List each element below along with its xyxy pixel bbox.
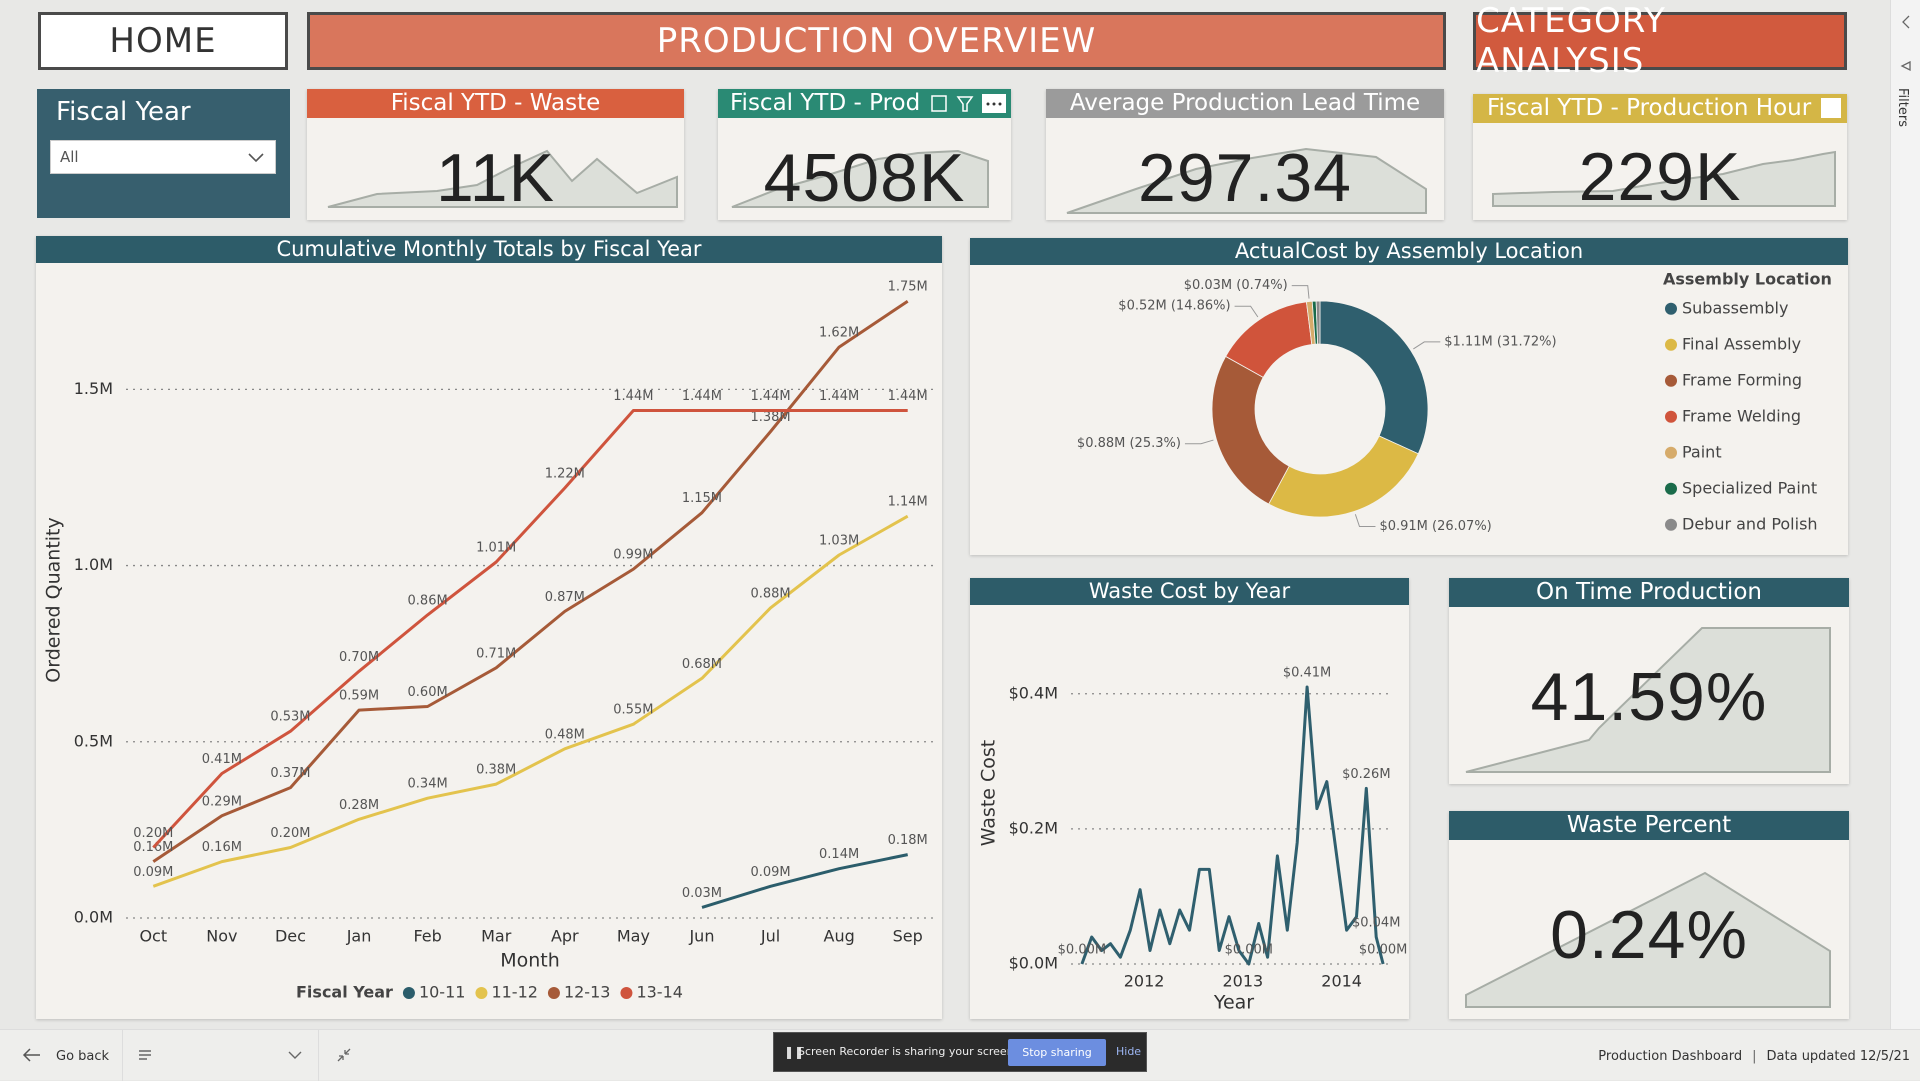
home-button[interactable]: HOME xyxy=(38,12,288,70)
slicer-dropdown[interactable]: All xyxy=(50,140,276,174)
slicer-title: Fiscal Year xyxy=(56,97,191,127)
kpi-value: 297.34 xyxy=(1138,140,1352,216)
sparkline xyxy=(327,149,678,208)
back-arrow xyxy=(22,1048,40,1062)
collapse-icon[interactable] xyxy=(336,1047,352,1063)
cumulative-chart-panel: Cumulative Monthly Totals by Fiscal Year xyxy=(36,236,942,1019)
data-updated: Data updated 12/5/21 xyxy=(1766,1049,1910,1064)
card-value: 0.24% xyxy=(1550,897,1748,973)
kpi-card: Fiscal YTD - Production Hour 229K xyxy=(1473,94,1847,220)
filters-pane[interactable]: Filters xyxy=(1890,0,1920,1029)
kpi-card: Fiscal YTD - Waste 11K xyxy=(307,89,684,220)
share-notice: Screen Recorder is sharing your screen. xyxy=(798,1045,1018,1058)
divider xyxy=(122,1030,123,1081)
card-title: Waste Percent xyxy=(1449,811,1849,840)
slicer-value: All xyxy=(60,148,79,166)
filters-label: Filters xyxy=(1895,88,1910,127)
kpi-value: 229K xyxy=(1578,139,1742,215)
waste-chart-panel: Waste Cost by Year xyxy=(970,578,1409,1019)
sparkline xyxy=(1066,147,1427,214)
kpi-title: Fiscal YTD - Production Hour xyxy=(1473,94,1847,123)
chart-title: Waste Cost by Year xyxy=(970,578,1409,605)
kpi-value: 11K xyxy=(436,140,555,216)
page-chevron[interactable] xyxy=(287,1049,303,1061)
dropdown-chevron xyxy=(248,153,264,163)
chart-title: ActualCost by Assembly Location xyxy=(970,238,1848,265)
separator: | xyxy=(1752,1049,1757,1064)
fiscal-year-slicer: Fiscal Year All xyxy=(37,89,290,218)
report-name: Production Dashboard xyxy=(1598,1049,1743,1064)
sparkline xyxy=(1465,871,1831,1008)
report-status: Production Dashboard | Data updated 12/5/2… xyxy=(1598,1049,1910,1064)
kpi-card: Fiscal YTD - Prod 4508K xyxy=(718,89,1011,220)
screen-share-bar: ❚❚ Screen Recorder is sharing your scree… xyxy=(773,1032,1147,1072)
pause-icon: ❚❚ xyxy=(784,1045,805,1059)
go-back[interactable]: Go back xyxy=(56,1049,110,1064)
divider xyxy=(318,1030,319,1081)
stop-sharing-button[interactable]: Stop sharing xyxy=(1008,1039,1106,1066)
kpi-value: 4508K xyxy=(763,140,966,216)
kpi-title: Fiscal YTD - Waste xyxy=(307,89,684,118)
kpi-title: Average Production Lead Time xyxy=(1046,89,1444,118)
sparkline xyxy=(731,149,989,208)
menu-icon[interactable] xyxy=(138,1048,154,1062)
sparkline xyxy=(1492,150,1836,207)
kpi-card: Average Production Lead Time 297.34 xyxy=(1046,89,1444,220)
card-title: On Time Production xyxy=(1449,578,1849,607)
kpi-title: Fiscal YTD - Prod xyxy=(718,89,1011,118)
chart-title: Cumulative Monthly Totals by Fiscal Year xyxy=(36,236,942,263)
donut-chart-panel: ActualCost by Assembly Location xyxy=(970,238,1848,555)
footer: Go back ❚❚ Screen Recorder is sharing yo… xyxy=(0,1029,1920,1081)
pane-icons xyxy=(1900,15,1911,72)
visual-header-icons[interactable] xyxy=(930,93,1010,115)
production-overview-button[interactable]: PRODUCTION OVERVIEW xyxy=(307,12,1446,70)
summary-card: Waste Percent 0.24% xyxy=(1449,811,1849,1019)
hide-button[interactable]: Hide xyxy=(1116,1045,1142,1058)
category-analysis-button[interactable]: CATEGORY ANALYSIS xyxy=(1473,1,1847,81)
summary-card: On Time Production 41.59% xyxy=(1449,578,1849,784)
card-value: 41.59% xyxy=(1530,659,1768,735)
header-icon[interactable] xyxy=(1821,98,1841,118)
sparkline xyxy=(1465,627,1831,773)
